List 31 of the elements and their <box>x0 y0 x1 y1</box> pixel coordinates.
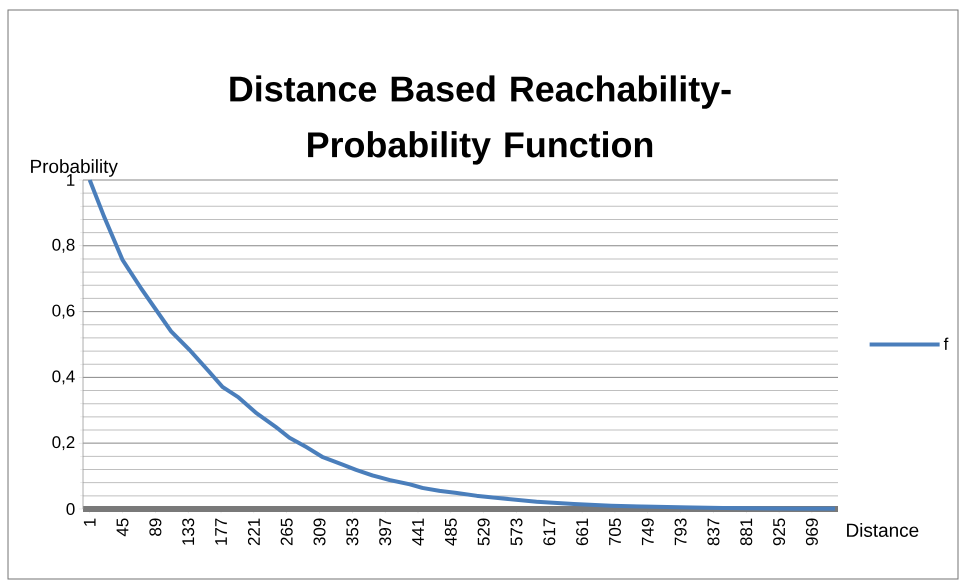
x-tick-label: 485 <box>444 518 457 546</box>
chart-title: Distance Based Reachability-Probability Function <box>230 75 731 165</box>
x-tick-label: 881 <box>740 518 752 546</box>
y-tick-label: 0,2 <box>52 436 74 450</box>
y-tick-label: 0,6 <box>52 304 74 319</box>
x-tick-label: 529 <box>478 518 490 546</box>
x-tick-label: 177 <box>215 518 227 545</box>
x-tick-label: 837 <box>707 518 720 546</box>
x-tick-label: 1 <box>84 518 96 526</box>
legend-label: f <box>944 338 948 350</box>
x-tick-label: 397 <box>379 518 392 546</box>
x-tick-label: 265 <box>280 518 293 546</box>
x-tick-label: 661 <box>576 518 588 546</box>
x-tick-label: 793 <box>674 518 687 546</box>
x-tick-label: 45 <box>116 518 128 536</box>
x-tick-label: 925 <box>773 518 786 546</box>
x-tick-label: 969 <box>806 518 818 546</box>
x-axis-title: Distance <box>847 523 918 537</box>
x-tick-label: 309 <box>314 518 326 546</box>
x-tick-label: 441 <box>412 518 424 546</box>
x-tick-label: 353 <box>346 518 358 546</box>
x-tick-label: 749 <box>642 518 654 546</box>
x-tick-label: 705 <box>608 518 621 546</box>
y-tick-label: 0,8 <box>52 238 75 253</box>
y-tick-label: 0,4 <box>52 370 75 384</box>
x-tick-label: 133 <box>182 518 194 545</box>
y-tick-label: 0 <box>66 502 75 515</box>
x-tick-label: 573 <box>510 518 522 546</box>
x-tick-label: 89 <box>149 518 162 536</box>
x-tick-label: 221 <box>248 518 260 546</box>
x-tick-label: 617 <box>543 518 556 546</box>
